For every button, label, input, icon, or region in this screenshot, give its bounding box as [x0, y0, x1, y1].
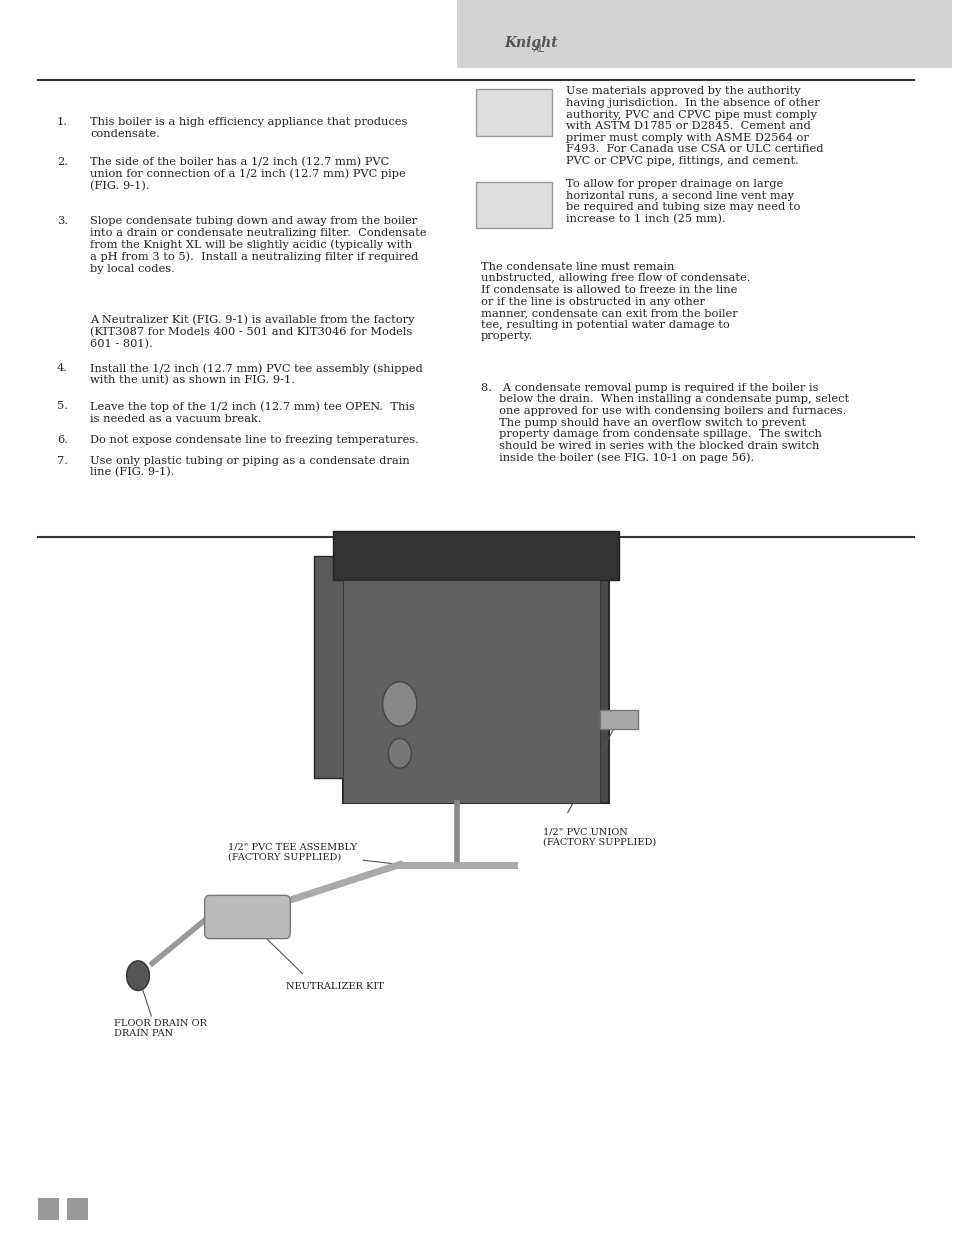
Text: The condensate line must remain
unbstructed, allowing free flow of condensate.
I: The condensate line must remain unbstruc… [480, 262, 749, 341]
Text: NEUTRALIZER KIT: NEUTRALIZER KIT [285, 982, 383, 990]
Bar [67, 1198, 88, 1220]
FancyBboxPatch shape [456, 0, 951, 68]
Text: Use materials approved by the authority
having jurisdiction.  In the absence of : Use materials approved by the authority … [566, 86, 823, 165]
Text: This boiler is a high efficiency appliance that produces
condensate.: This boiler is a high efficiency applian… [91, 117, 407, 138]
FancyBboxPatch shape [342, 556, 609, 803]
FancyBboxPatch shape [342, 580, 599, 803]
Text: The side of the boiler has a 1/2 inch (12.7 mm) PVC
union for connection of a 1/: The side of the boiler has a 1/2 inch (1… [91, 157, 406, 191]
Text: 1/2" PVC TEE ASSEMBLY
(FACTORY SUPPLIED): 1/2" PVC TEE ASSEMBLY (FACTORY SUPPLIED) [228, 842, 396, 864]
FancyBboxPatch shape [476, 89, 552, 136]
Text: Use only plastic tubing or piping as a condensate drain
line (FIG. 9-1).: Use only plastic tubing or piping as a c… [91, 456, 410, 478]
FancyBboxPatch shape [599, 710, 637, 729]
Text: 1.: 1. [57, 117, 68, 127]
Text: 6.: 6. [57, 435, 68, 445]
FancyBboxPatch shape [205, 895, 290, 939]
Text: 3.: 3. [57, 216, 68, 226]
Text: Leave the top of the 1/2 inch (12.7 mm) tee OPEN.  This
is needed as a vacuum br: Leave the top of the 1/2 inch (12.7 mm) … [91, 401, 415, 424]
Text: Slope condensate tubing down and away from the boiler
into a drain or condensate: Slope condensate tubing down and away fr… [91, 216, 427, 274]
FancyBboxPatch shape [476, 182, 552, 228]
FancyBboxPatch shape [314, 556, 352, 778]
Text: A Neutralizer Kit (FIG. 9-1) is available from the factory
(KIT3087 for Models 4: A Neutralizer Kit (FIG. 9-1) is availabl… [91, 315, 415, 350]
Text: 7.: 7. [57, 456, 68, 466]
FancyBboxPatch shape [333, 531, 618, 580]
Text: 5.: 5. [57, 401, 68, 411]
Text: To allow for proper drainage on large
horizontal runs, a second line vent may
be: To allow for proper drainage on large ho… [566, 179, 800, 225]
Text: Do not expose condensate line to freezing temperatures.: Do not expose condensate line to freezin… [91, 435, 419, 445]
Circle shape [388, 739, 411, 768]
Text: XL: XL [533, 44, 544, 54]
Bar [38, 1198, 59, 1220]
Circle shape [382, 682, 416, 726]
Text: Install the 1/2 inch (12.7 mm) PVC tee assembly (shipped
with the unit) as shown: Install the 1/2 inch (12.7 mm) PVC tee a… [91, 363, 423, 385]
Text: FLOOR DRAIN OR
DRAIN PAN: FLOOR DRAIN OR DRAIN PAN [114, 1019, 207, 1039]
Circle shape [127, 961, 150, 990]
Text: 1/2" PVC UNION
(FACTORY SUPPLIED): 1/2" PVC UNION (FACTORY SUPPLIED) [542, 827, 655, 847]
Text: 8.   A condensate removal pump is required if the boiler is
     below the drain: 8. A condensate removal pump is required… [480, 383, 848, 463]
Text: 4.: 4. [57, 363, 68, 373]
Text: Knight: Knight [504, 36, 558, 51]
Text: 2.: 2. [57, 157, 68, 167]
